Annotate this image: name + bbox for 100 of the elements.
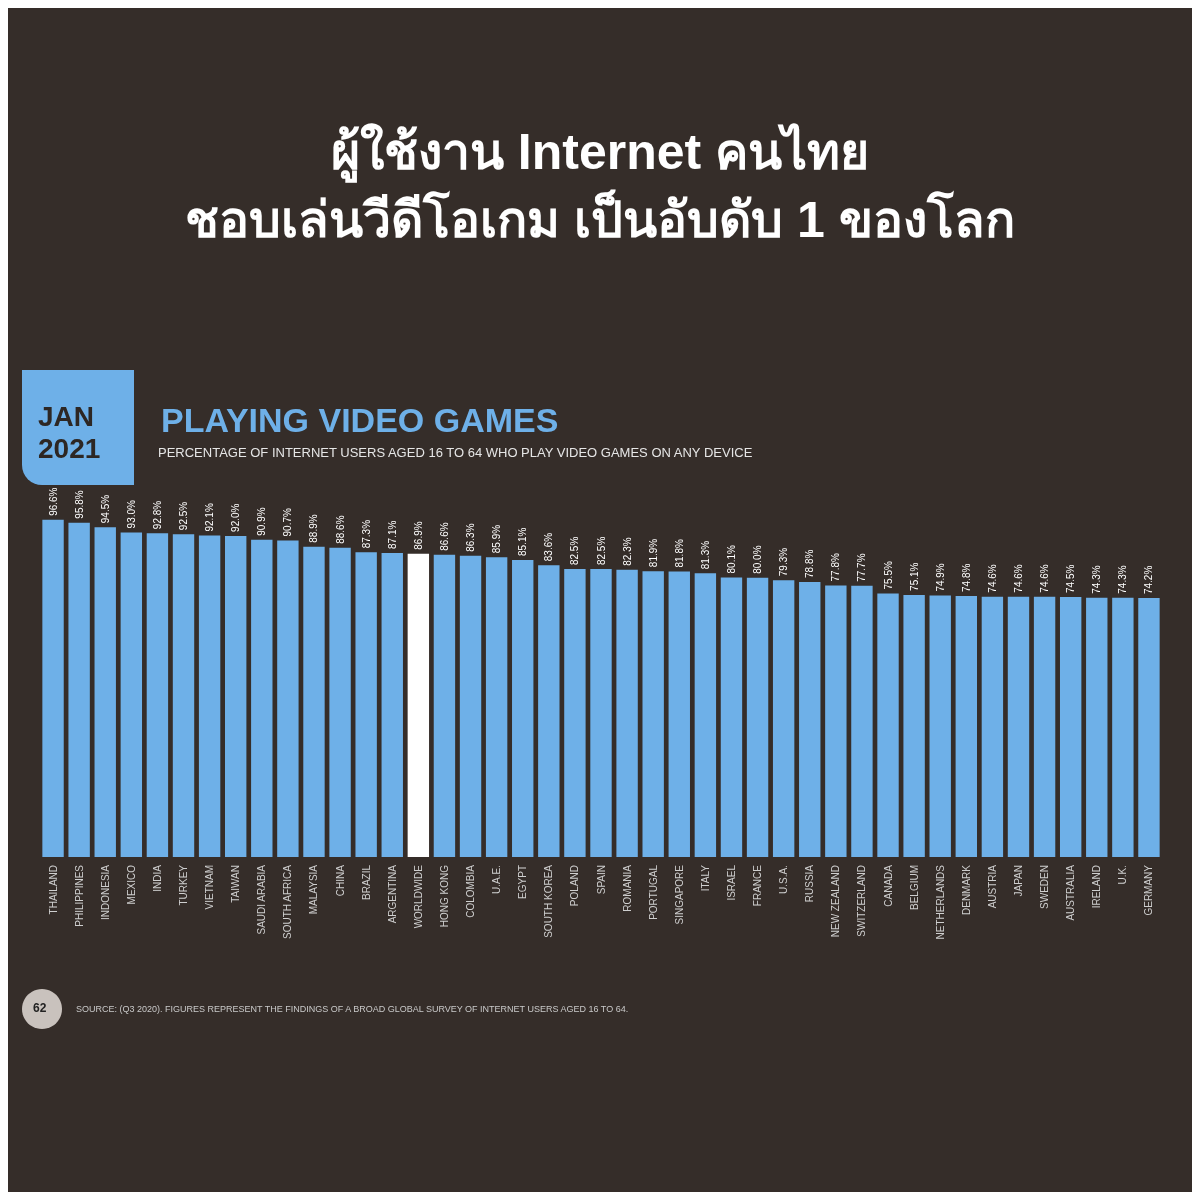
x-tick-label: VIETNAM bbox=[204, 865, 216, 910]
bar bbox=[877, 593, 899, 857]
x-tick-label: AUSTRALIA bbox=[1065, 864, 1077, 921]
data-label: 87.3% bbox=[360, 519, 372, 549]
x-tick-label: MALAYSIA bbox=[308, 864, 320, 915]
data-label: 81.8% bbox=[673, 539, 685, 568]
bar bbox=[564, 569, 586, 857]
x-tick-label: ITALY bbox=[699, 864, 711, 892]
data-label: 74.8% bbox=[960, 563, 972, 592]
text: PERCENTAGE OF INTERNET USERS AGED 16 TO 64 WHO PLAY VIDEO GAMES ON ANY DEVICE bbox=[158, 444, 753, 460]
bar bbox=[329, 547, 351, 857]
x-tick-label: INDONESIA bbox=[99, 864, 111, 921]
bar bbox=[694, 573, 717, 857]
bar bbox=[120, 532, 143, 857]
bar bbox=[955, 595, 977, 857]
data-label: 74.5% bbox=[1065, 564, 1077, 593]
data-label: 92.8% bbox=[151, 500, 163, 530]
data-label: 80.0% bbox=[752, 545, 764, 574]
x-tick-label: FRANCE bbox=[752, 864, 764, 907]
x-tick-label: ISRAEL bbox=[725, 864, 737, 901]
data-label: 74.6% bbox=[1012, 564, 1024, 593]
x-tick-label: HONG KONG bbox=[438, 864, 450, 928]
bar bbox=[512, 560, 534, 857]
data-label: 90.9% bbox=[256, 507, 268, 536]
data-label: 78.8% bbox=[804, 549, 816, 578]
bar bbox=[1138, 598, 1160, 857]
x-tick-label: BRAZIL bbox=[360, 864, 372, 901]
bar bbox=[1033, 596, 1056, 857]
data-label: 90.7% bbox=[282, 507, 294, 537]
data-label: 88.9% bbox=[308, 514, 320, 543]
bar bbox=[459, 555, 482, 857]
bar bbox=[799, 581, 821, 857]
x-tick-label: BELGIUM bbox=[908, 865, 920, 911]
x-tick-label: SWITZERLAND bbox=[856, 865, 868, 937]
x-tick-label: THAILAND bbox=[47, 865, 59, 915]
x-tick-label: GERMANY bbox=[1143, 864, 1155, 916]
bar bbox=[172, 534, 195, 857]
x-tick-label: SPAIN bbox=[595, 865, 607, 895]
bar bbox=[433, 554, 456, 857]
x-tick-label: ROMANIA bbox=[621, 864, 633, 912]
x-tick-label: TAIWAN bbox=[230, 865, 242, 903]
x-tick-label: DENMARK bbox=[960, 864, 972, 916]
x-tick-label: AUSTRIA bbox=[986, 864, 998, 909]
data-label: 82.5% bbox=[569, 536, 581, 566]
x-tick-label: SINGAPORE bbox=[673, 864, 685, 925]
data-label: 74.6% bbox=[1039, 564, 1051, 593]
data-label: 77.7% bbox=[856, 553, 868, 582]
data-label: 93.0% bbox=[125, 499, 137, 529]
x-tick-label: U.A.E. bbox=[491, 865, 503, 894]
data-label: 81.3% bbox=[699, 540, 711, 570]
x-tick-label: U.K. bbox=[1117, 865, 1129, 885]
data-label: 96.6% bbox=[47, 487, 59, 516]
x-tick-label: SAUDI ARABIA bbox=[256, 864, 268, 935]
bar bbox=[381, 553, 403, 857]
x-tick-label: PORTUGAL bbox=[647, 864, 659, 920]
data-label: 81.9% bbox=[647, 538, 659, 568]
bar bbox=[668, 571, 690, 857]
chart-title: ผู้ใช้งาน Internet คนไทย ชอบเล่นวีดีโอเกม เป็นอับดับ 1 ของโลก bbox=[185, 123, 1015, 248]
bar bbox=[146, 533, 169, 857]
data-label: 83.6% bbox=[543, 532, 555, 562]
data-label: 75.5% bbox=[882, 561, 894, 590]
x-tick-label: RUSSIA bbox=[804, 864, 816, 903]
bar bbox=[355, 552, 377, 857]
data-label: 92.0% bbox=[230, 503, 242, 532]
data-label: 74.3% bbox=[1091, 565, 1103, 594]
chart-subtitle: PLAYING VIDEO GAMES bbox=[161, 401, 559, 439]
x-tick-label: CHINA bbox=[334, 864, 346, 897]
data-label: 74.2% bbox=[1143, 565, 1155, 595]
bar bbox=[981, 596, 1004, 857]
bar bbox=[1112, 597, 1134, 857]
data-label: 92.5% bbox=[178, 501, 190, 531]
bar bbox=[198, 535, 221, 857]
bar bbox=[42, 519, 64, 857]
bar bbox=[68, 522, 90, 857]
data-label: 86.9% bbox=[412, 521, 424, 550]
data-label: 82.5% bbox=[595, 536, 607, 566]
data-label: 79.3% bbox=[778, 547, 790, 577]
data-label: 85.1% bbox=[517, 527, 529, 556]
text: 62 bbox=[33, 1001, 47, 1015]
data-label: 74.9% bbox=[934, 563, 946, 592]
bar bbox=[1007, 596, 1030, 857]
data-label: 82.3% bbox=[621, 537, 633, 566]
bar bbox=[94, 527, 116, 857]
bar bbox=[538, 565, 560, 857]
bar bbox=[772, 580, 795, 857]
data-label: 74.6% bbox=[986, 564, 998, 593]
x-tick-label: PHILIPPINES bbox=[73, 864, 85, 927]
x-tick-label: MEXICO bbox=[125, 864, 137, 905]
data-label: 86.3% bbox=[465, 523, 477, 552]
x-tick-label: NEW ZEALAND bbox=[830, 865, 842, 938]
bar bbox=[720, 577, 743, 857]
data-label: 92.1% bbox=[204, 503, 216, 532]
x-tick-label: COLOMBIA bbox=[465, 864, 477, 918]
text: JAN 2021 bbox=[38, 400, 101, 464]
bar bbox=[590, 569, 612, 857]
x-tick-label: POLAND bbox=[569, 865, 581, 907]
bar bbox=[616, 569, 638, 857]
x-tick-label: SOUTH AFRICA bbox=[282, 864, 294, 939]
bar bbox=[1059, 597, 1082, 857]
x-tick-label: NETHERLANDS bbox=[934, 864, 946, 940]
